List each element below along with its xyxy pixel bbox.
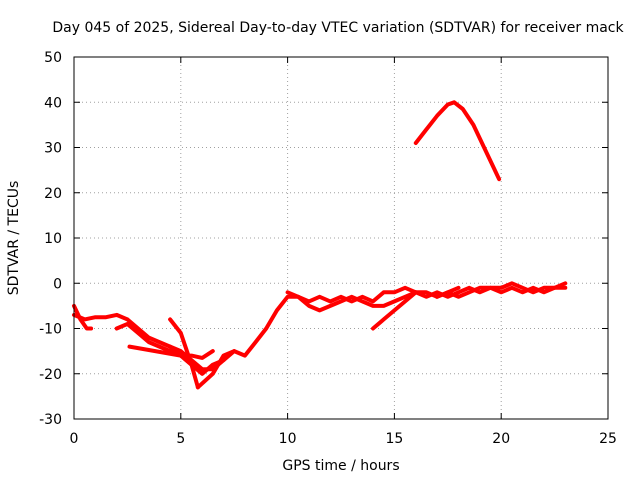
series-group (72, 100, 568, 390)
series-line-arc-5 (168, 344, 237, 372)
y-tick-label: 50 (44, 50, 62, 66)
series-line-arc-12 (413, 100, 502, 182)
y-tick-label: 0 (53, 276, 62, 292)
y-tick-label: -30 (39, 412, 62, 428)
x-tick-label: 0 (70, 431, 79, 447)
x-tick-label: 25 (599, 431, 617, 447)
x-tick-label: 20 (492, 431, 510, 447)
series-line-arc-11 (435, 285, 568, 299)
y-tick-label: 40 (44, 95, 62, 111)
chart-title: Day 045 of 2025, Sidereal Day-to-day VTE… (52, 20, 624, 36)
x-tick-label: 15 (385, 431, 403, 447)
y-tick-label: -10 (39, 322, 62, 338)
x-tick-label: 10 (279, 431, 297, 447)
axis-ticks: 0 5 10 15 20 25 -30 -20 -10 0 10 20 30 40 50 (39, 50, 617, 447)
series-line-arc-7 (195, 285, 418, 390)
series-line-arc-8 (285, 290, 418, 313)
y-axis-label: SDTVAR / TECUs (6, 181, 22, 296)
x-axis-label: GPS time / hours (282, 458, 399, 474)
series-line-arc-6 (168, 317, 200, 390)
x-tick-label: 5 (176, 431, 185, 447)
series-line-arc-4 (127, 344, 215, 360)
y-tick-label: 10 (44, 231, 62, 247)
grid-lines (74, 57, 608, 419)
y-tick-label: 20 (44, 186, 62, 202)
y-tick-label: -20 (39, 367, 62, 383)
y-tick-label: 30 (44, 141, 62, 157)
series-line-arc-1 (72, 303, 94, 331)
